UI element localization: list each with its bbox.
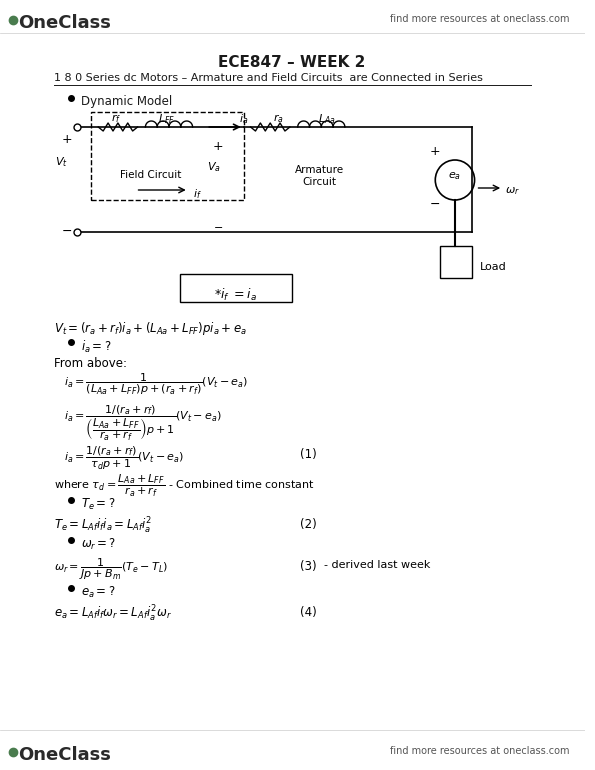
Text: From above:: From above:	[54, 357, 127, 370]
Text: −: −	[61, 225, 72, 238]
Text: find more resources at oneclass.com: find more resources at oneclass.com	[390, 14, 570, 24]
Text: $r_f$: $r_f$	[111, 112, 121, 125]
Text: +: +	[213, 140, 224, 153]
Text: $i_f$: $i_f$	[193, 187, 201, 201]
Bar	[440, 246, 472, 278]
Text: $i_a$: $i_a$	[239, 112, 248, 126]
Text: $T_e = L_{Af}i_f i_a = L_{Af}i_a^2$: $T_e = L_{Af}i_f i_a = L_{Af}i_a^2$	[54, 516, 152, 536]
Text: $L_{Aa}$: $L_{Aa}$	[318, 112, 336, 126]
Text: $T_e = ?$: $T_e = ?$	[80, 497, 115, 512]
Text: (1): (1)	[300, 448, 317, 461]
Text: $L_{FF}$: $L_{FF}$	[158, 112, 176, 126]
Text: $*i_f \ = i_a$: $*i_f \ = i_a$	[214, 287, 257, 303]
Text: ECE847 – WEEK 2: ECE847 – WEEK 2	[218, 55, 365, 70]
FancyBboxPatch shape	[180, 274, 292, 302]
Text: $e_a$: $e_a$	[449, 170, 462, 182]
Text: where $\tau_d = \dfrac{L_{Aa}+L_{FF}}{r_a+r_f}$ - Combined time constant: where $\tau_d = \dfrac{L_{Aa}+L_{FF}}{r_…	[54, 473, 315, 499]
Text: (4): (4)	[300, 606, 317, 619]
Text: +: +	[61, 133, 72, 146]
Text: Field Circuit: Field Circuit	[120, 170, 181, 180]
Text: (3): (3)	[300, 560, 317, 573]
Text: 1 8 0 Series dc Motors – Armature and Field Circuits  are Connected in Series: 1 8 0 Series dc Motors – Armature and Fi…	[54, 73, 483, 83]
Text: find more resources at oneclass.com: find more resources at oneclass.com	[390, 746, 570, 756]
Text: $i_a = ?$: $i_a = ?$	[80, 339, 111, 355]
Text: Armature
Circuit: Armature Circuit	[295, 165, 344, 186]
Text: +: +	[430, 145, 440, 158]
Text: $V_a$: $V_a$	[207, 160, 221, 174]
Text: $\omega_r$: $\omega_r$	[505, 185, 520, 197]
Text: $e_a = ?$: $e_a = ?$	[80, 585, 115, 600]
Text: Dynamic Model: Dynamic Model	[80, 95, 172, 108]
Text: $V_t = (r_a + r_f)i_a + (L_{Aa} + L_{FF})pi_a + e_a$: $V_t = (r_a + r_f)i_a + (L_{Aa} + L_{FF}…	[54, 320, 247, 337]
Text: Load: Load	[480, 262, 506, 272]
Text: $\omega_r = \dfrac{1}{Jp+B_m}(T_e - T_L)$: $\omega_r = \dfrac{1}{Jp+B_m}(T_e - T_L)…	[54, 557, 168, 582]
Text: −: −	[214, 223, 223, 233]
Text: - derived last week: - derived last week	[324, 560, 431, 570]
Text: $i_a = \dfrac{1/(r_a+r_f)}{\tau_d p+1}(V_t - e_a)$: $i_a = \dfrac{1/(r_a+r_f)}{\tau_d p+1}(V…	[64, 445, 184, 473]
Text: $V_t$: $V_t$	[55, 155, 68, 169]
Text: $e_a = L_{Af}i_f\omega_r = L_{Af}i_a^2\omega_r$: $e_a = L_{Af}i_f\omega_r = L_{Af}i_a^2\o…	[54, 604, 172, 624]
Text: $r_a$: $r_a$	[273, 112, 283, 125]
Text: $i_a = \dfrac{1/(r_a+r_f)}{\left(\dfrac{L_{Aa}+L_{FF}}{r_a+r_f}\right)p+1}(V_t -: $i_a = \dfrac{1/(r_a+r_f)}{\left(\dfrac{…	[64, 403, 221, 443]
Text: $i_a = \dfrac{1}{(L_{Aa}+L_{FF})p+(r_a+r_f)}(V_t - e_a)$: $i_a = \dfrac{1}{(L_{Aa}+L_{FF})p+(r_a+r…	[64, 372, 248, 397]
Text: −: −	[430, 198, 440, 211]
Text: $\omega_r = ?$: $\omega_r = ?$	[80, 537, 116, 552]
Text: (2): (2)	[300, 518, 317, 531]
Text: OneClass: OneClass	[18, 746, 111, 764]
Text: OneClass: OneClass	[18, 14, 111, 32]
